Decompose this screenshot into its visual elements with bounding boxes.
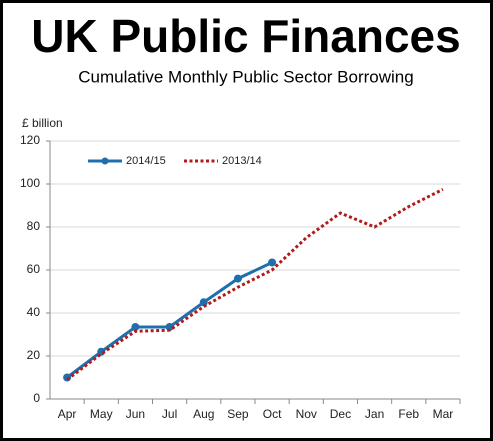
legend-marker (101, 157, 109, 165)
chart-title: UK Public Finances (31, 10, 460, 62)
x-tick-label: Aug (193, 407, 214, 421)
series-marker (233, 274, 242, 283)
x-tick-label: Jan (365, 407, 384, 421)
chart-subtitle: Cumulative Monthly Public Sector Borrowi… (78, 67, 413, 86)
x-tick-label: Sep (227, 407, 249, 421)
series-marker (63, 373, 72, 382)
x-tick-label: Mar (433, 407, 454, 421)
x-tick-label: May (90, 407, 113, 421)
series-line (66, 188, 444, 381)
x-tick-label: Oct (263, 407, 282, 421)
x-tick-label: Feb (398, 407, 419, 421)
x-tick-label: Apr (58, 407, 77, 421)
y-tick-label: 100 (20, 176, 40, 190)
y-tick-label: 40 (27, 305, 41, 319)
x-tick-label: Jun (126, 407, 145, 421)
x-tick-label: Nov (296, 407, 317, 421)
legend-label: 2013/14 (222, 155, 262, 167)
y-axis-label: £ billion (22, 116, 63, 130)
y-tick-label: 60 (27, 262, 41, 276)
y-tick-label: 120 (20, 133, 40, 147)
y-tick-label: 20 (27, 348, 41, 362)
y-tick-label: 0 (33, 391, 40, 405)
series-marker (131, 322, 140, 331)
x-tick-label: Dec (330, 407, 351, 421)
x-tick-label: Jul (162, 407, 177, 421)
legend-label: 2014/15 (126, 155, 166, 167)
series-marker (268, 258, 277, 267)
y-tick-label: 80 (27, 219, 41, 233)
